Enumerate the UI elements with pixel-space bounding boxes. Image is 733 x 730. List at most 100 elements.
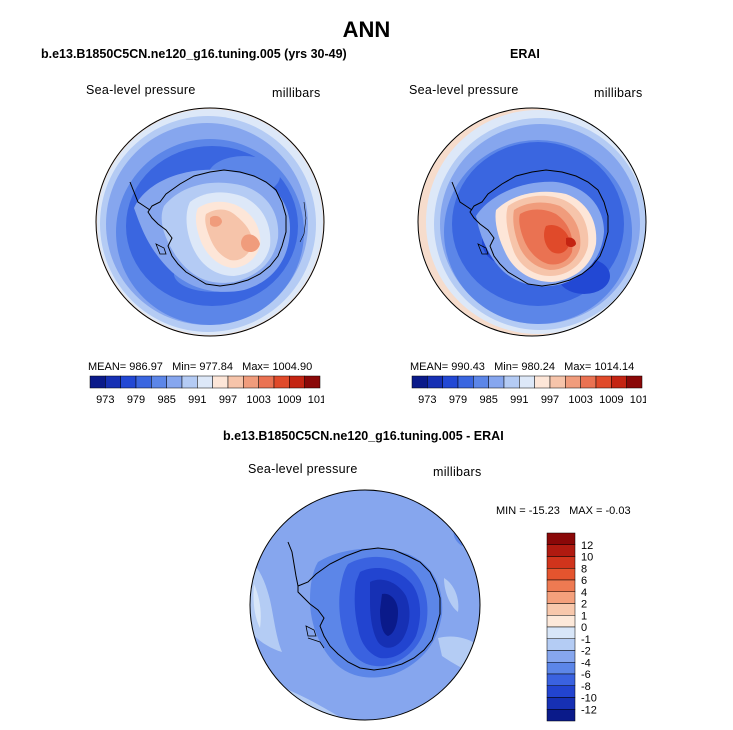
colorbar-tick-label: 985	[479, 394, 497, 406]
min-label: MIN =	[496, 505, 526, 517]
max-label: Max=	[564, 361, 592, 373]
colorbar-tick-label: 4	[581, 587, 587, 599]
colorbar-swatch	[546, 579, 576, 592]
mean-label: MEAN=	[88, 361, 127, 373]
max-value: 1004.90	[272, 361, 313, 373]
panel-title-diff: b.e13.B1850C5CN.ne120_g16.tuning.005 - E…	[223, 429, 504, 443]
colorbar-swatch	[89, 375, 106, 389]
main-title: ANN	[342, 17, 391, 42]
colorbar-swatch	[546, 650, 576, 663]
min-label: Min=	[172, 361, 197, 373]
colorbar-swatch	[546, 709, 576, 722]
colorbar-tick-label: 8	[581, 563, 587, 575]
max-label: Max=	[242, 361, 270, 373]
min-label: Min=	[494, 361, 519, 373]
colorbar-swatch	[181, 375, 198, 389]
colorbar-swatch	[546, 556, 576, 569]
colorbar-swatch	[227, 375, 244, 389]
colorbar-swatch	[534, 375, 551, 389]
colorbar-swatch	[120, 375, 137, 389]
units-label-model: millibars	[272, 86, 321, 100]
variable-label-obs: Sea-level pressure	[409, 83, 519, 97]
colorbar-swatch	[289, 375, 305, 389]
colorbar-tick-label: -1	[581, 634, 591, 646]
colorbar-model: 973 979 985 991 997 1003 1009 1015	[89, 375, 324, 406]
colorbar-tick-label: 1003	[246, 394, 270, 406]
max-label: MAX =	[569, 505, 603, 517]
colorbar-swatch	[546, 685, 576, 698]
min-value: 980.24	[521, 361, 555, 373]
colorbar-swatch	[595, 375, 612, 389]
units-label-diff: millibars	[433, 465, 482, 479]
colorbar-swatch	[243, 375, 259, 389]
colorbar-swatch	[546, 603, 576, 616]
colorbar-swatch	[411, 375, 428, 389]
colorbar-swatch	[135, 375, 152, 389]
colorbar-tick-label: 997	[541, 394, 559, 406]
colorbar-tick-label: 979	[449, 394, 467, 406]
colorbar-tick-label: 979	[127, 394, 145, 406]
colorbar-swatch	[488, 375, 505, 389]
max-value: 1014.14	[594, 361, 635, 373]
min-value: 977.84	[199, 361, 233, 373]
colorbar-swatch	[304, 375, 321, 389]
colorbar-swatch	[151, 375, 167, 389]
colorbar-swatch	[427, 375, 443, 389]
mean-value: 986.97	[129, 361, 163, 373]
colorbar-tick-label: 0	[581, 622, 587, 634]
colorbar-swatch	[546, 673, 576, 686]
colorbar-swatch	[626, 375, 643, 389]
colorbar-swatch	[197, 375, 213, 389]
colorbar-swatch	[503, 375, 520, 389]
colorbar-swatch	[549, 375, 566, 389]
colorbar-swatch	[273, 375, 290, 389]
colorbar-tick-label: 985	[157, 394, 175, 406]
colorbar-swatch	[546, 626, 576, 639]
colorbar-swatch	[546, 697, 576, 710]
colorbar-swatch	[166, 375, 183, 389]
colorbar-tick-label: 1003	[568, 394, 592, 406]
colorbar-tick-label: 997	[219, 394, 237, 406]
colorbar-swatch	[442, 375, 459, 389]
colorbar-swatch	[258, 375, 275, 389]
colorbar-swatch	[546, 662, 576, 675]
colorbar-tick-label: 1	[581, 610, 587, 622]
colorbar-swatch	[611, 375, 627, 389]
colorbar-swatch	[546, 568, 576, 581]
colorbar-swatch	[519, 375, 535, 389]
colorbar-tick-label: 1009	[277, 394, 301, 406]
colorbar-tick-label: 991	[188, 394, 206, 406]
colorbar-tick-label: 973	[96, 394, 114, 406]
min-value: -15.23	[528, 505, 560, 517]
panel-title-model: b.e13.B1850C5CN.ne120_g16.tuning.005 (yr…	[41, 47, 347, 61]
stats-model: MEAN= 986.97 Min= 977.84 Max= 1004.90	[88, 361, 312, 373]
colorbar-tick-label: 1015	[308, 394, 324, 406]
colorbar-tick-label: -12	[581, 704, 597, 716]
colorbar-tick-label: 10	[581, 552, 593, 564]
colorbar-swatch	[473, 375, 489, 389]
colorbar-swatch	[212, 375, 229, 389]
colorbar-tick-label: 1009	[599, 394, 623, 406]
stats-diff: MIN = -15.23 MAX = -0.03	[496, 505, 631, 517]
colorbar-swatch	[546, 591, 576, 604]
colorbar-tick-label: 991	[510, 394, 528, 406]
units-label-obs: millibars	[594, 86, 643, 100]
colorbar-tick-label: -10	[581, 693, 597, 705]
colorbar-swatch	[580, 375, 597, 389]
colorbar-tick-label: -2	[581, 646, 591, 658]
colorbar-tick-label: 1015	[630, 394, 646, 406]
colorbar-obs: 973 979 985 991 997 1003 1009 1015	[411, 375, 646, 406]
colorbar-tick-label: -4	[581, 657, 591, 669]
colorbar-tick-label: 6	[581, 575, 587, 587]
variable-label-model: Sea-level pressure	[86, 83, 196, 97]
max-value: -0.03	[605, 505, 631, 517]
colorbar-swatch	[457, 375, 474, 389]
panel-title-obs: ERAI	[510, 47, 540, 61]
polar-map-diff	[249, 489, 481, 721]
colorbar-tick-label: 973	[418, 394, 436, 406]
colorbar-swatch	[546, 544, 576, 557]
mean-value: 990.43	[451, 361, 485, 373]
mean-label: MEAN=	[410, 361, 449, 373]
colorbar-tick-label: 12	[581, 540, 593, 552]
